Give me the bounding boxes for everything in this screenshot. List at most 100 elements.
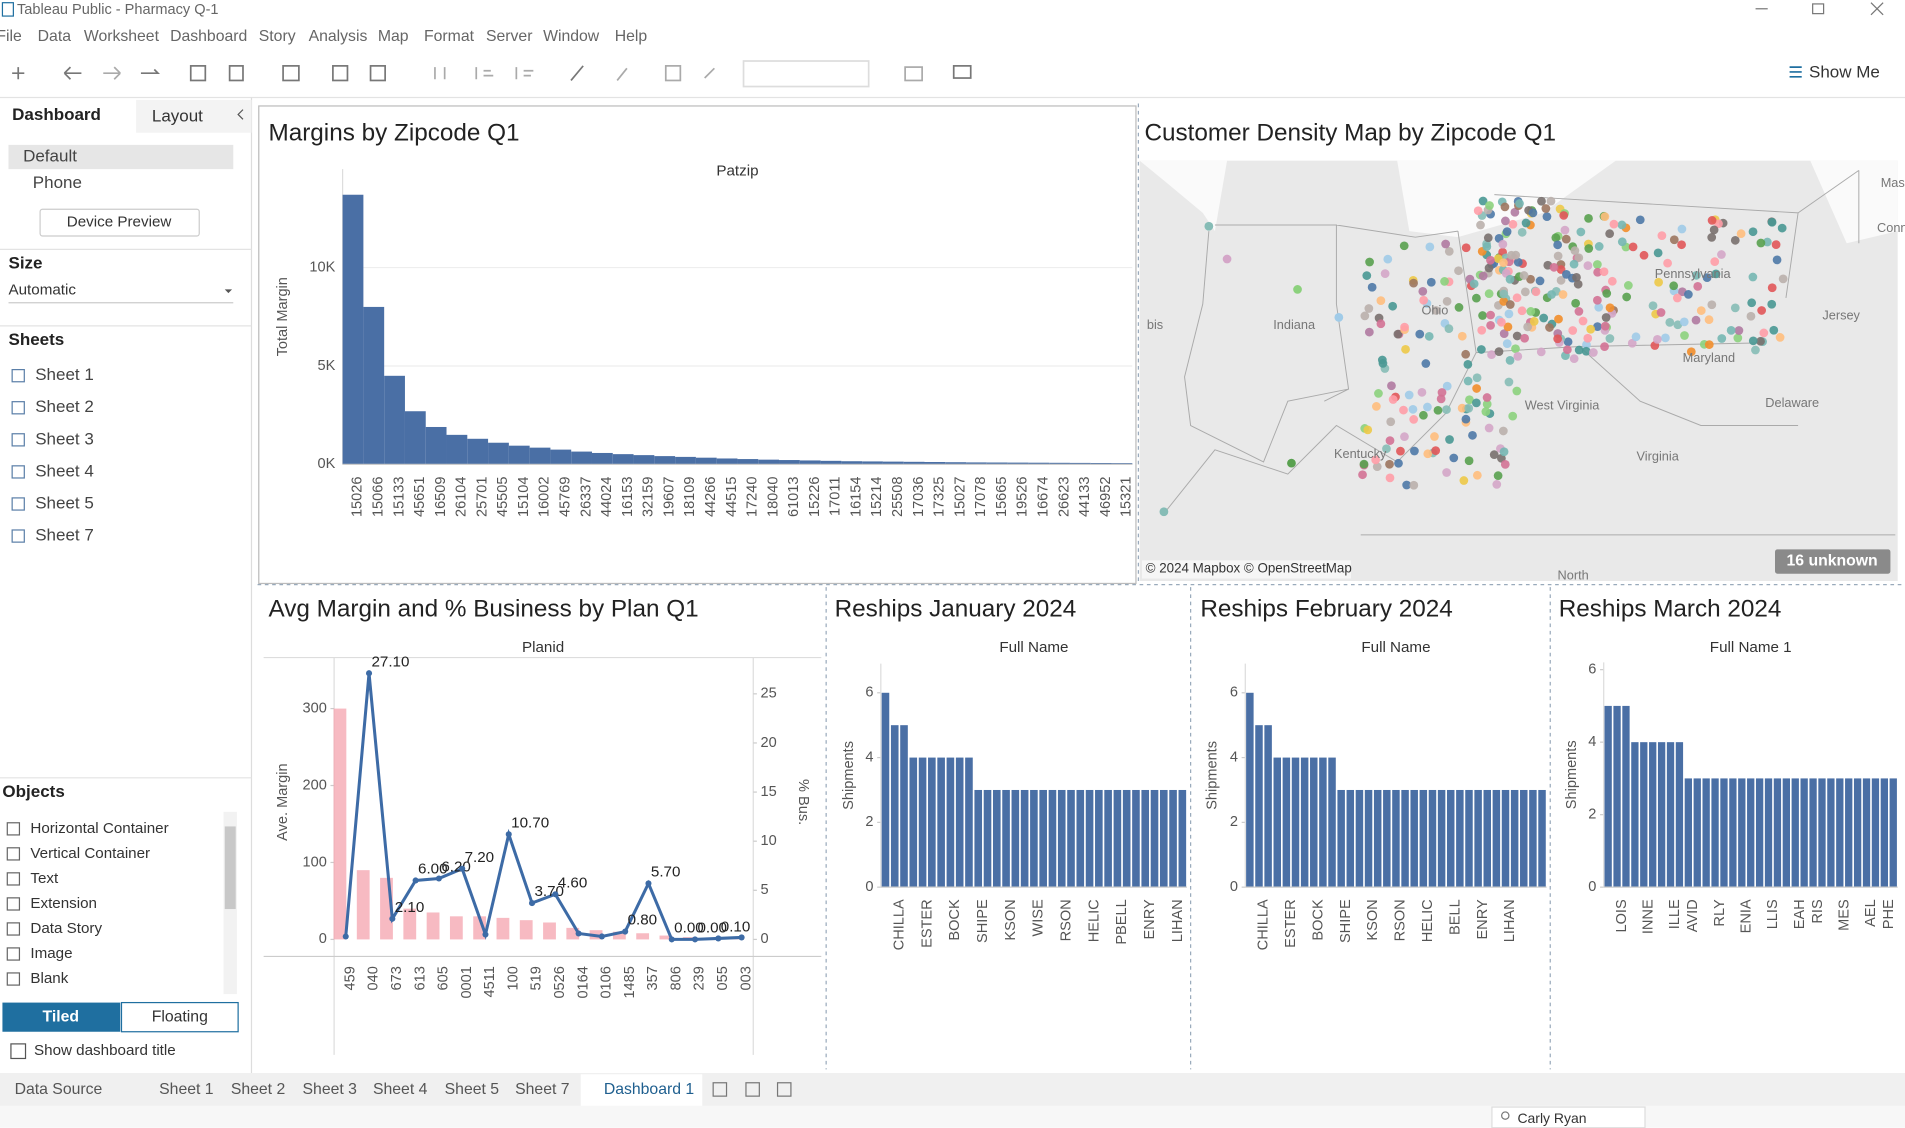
menu-item[interactable]: Server	[486, 28, 532, 45]
bar	[986, 462, 1008, 465]
highlight[interactable]	[570, 65, 584, 82]
menu-item[interactable]: Analysis	[309, 28, 368, 45]
size-dropdown[interactable]	[224, 289, 233, 294]
object-item[interactable]: Blank	[30, 970, 68, 987]
floating-button[interactable]	[120, 1001, 239, 1033]
sheet-item[interactable]: Sheet 3	[35, 429, 94, 448]
save[interactable]	[189, 65, 207, 82]
sheet-tab[interactable]: Sheet 4	[373, 1081, 428, 1098]
tiled-label[interactable]: Tiled	[42, 1008, 79, 1025]
x-tick-label: 17078	[973, 477, 989, 518]
show-title-label[interactable]: Show dashboard title	[34, 1042, 176, 1059]
new-dashboard-tab[interactable]	[745, 1082, 760, 1097]
sort-desc[interactable]	[515, 67, 534, 80]
collapse-arrow[interactable]	[237, 109, 244, 120]
device[interactable]: Phone	[33, 173, 82, 192]
new-sheet[interactable]	[282, 65, 300, 82]
labels[interactable]	[664, 65, 682, 82]
new-data[interactable]	[228, 65, 244, 82]
duplicate[interactable]	[332, 65, 349, 82]
y2-tick-label: 25	[761, 686, 777, 702]
device[interactable]: Default	[23, 146, 77, 165]
x-tick-label: MES	[1837, 899, 1853, 931]
menu-item[interactable]: Window	[543, 28, 600, 45]
customer-dot	[1563, 337, 1573, 347]
swap[interactable]	[434, 67, 446, 80]
floating-label[interactable]: Floating	[152, 1008, 208, 1025]
value-label: 5.70	[651, 864, 681, 881]
sort-asc[interactable]	[475, 67, 494, 80]
x-tick-label: 15133	[391, 477, 407, 518]
chart-title: Margins by Zipcode Q1	[268, 119, 519, 146]
replay[interactable]	[140, 68, 160, 75]
bar	[1465, 789, 1473, 888]
menu-item[interactable]: Map	[378, 28, 409, 45]
presentation[interactable]	[952, 65, 972, 79]
scroll-thumb[interactable]	[224, 826, 236, 910]
undo[interactable]	[63, 66, 82, 80]
y-tick-label: 200	[303, 777, 327, 793]
sheet-tab[interactable]: Sheet 5	[445, 1081, 500, 1098]
object-item[interactable]: Vertical Container	[30, 845, 150, 862]
bar	[1501, 789, 1510, 888]
sheet-tab[interactable]: Sheet 2	[231, 1081, 285, 1098]
customer-dot	[1423, 402, 1432, 412]
sheet-tab[interactable]: Sheet 3	[303, 1081, 358, 1098]
sheet-item[interactable]: Sheet 1	[35, 365, 94, 384]
customer-dot	[1593, 322, 1602, 331]
maximize[interactable]	[1812, 3, 1825, 15]
group[interactable]	[616, 67, 628, 81]
show-me[interactable]: Show Me	[1809, 63, 1880, 82]
menu-item[interactable]: Story	[259, 28, 296, 45]
customer-dot	[1380, 269, 1390, 279]
line-point	[598, 933, 605, 940]
layout-tab[interactable]: Layout	[152, 106, 203, 125]
x-tick-label: RSON	[1058, 899, 1074, 941]
size-value[interactable]: Automatic	[9, 282, 77, 299]
object-item[interactable]: Extension	[30, 895, 97, 912]
bar	[974, 789, 983, 888]
object-item[interactable]: Image	[30, 945, 72, 962]
customer-dot	[1430, 432, 1439, 441]
sheet-tab[interactable]: Sheet 1	[159, 1081, 213, 1098]
close[interactable]	[1870, 2, 1884, 16]
sheet-tab[interactable]: Dashboard 1	[604, 1081, 694, 1098]
unknown-count[interactable]: 16 unknown	[1787, 553, 1878, 570]
bar	[1755, 778, 1764, 888]
bar	[659, 935, 673, 940]
redo[interactable]	[103, 66, 121, 80]
chart-title: Reships January 2024	[835, 596, 1077, 623]
menu-item[interactable]: Format	[424, 28, 475, 45]
show-cards[interactable]	[904, 66, 923, 82]
logo[interactable]	[12, 67, 25, 80]
sheet-item[interactable]: Sheet 7	[35, 526, 94, 545]
customer-dot	[1424, 331, 1434, 341]
menu-item[interactable]: Data	[38, 28, 72, 45]
sheet-item[interactable]: Sheet 5	[35, 493, 94, 512]
tiled-button[interactable]	[2, 1002, 121, 1032]
user-name[interactable]: Carly Ryan	[1517, 1110, 1586, 1126]
sheet-tab[interactable]: Sheet 7	[515, 1081, 569, 1098]
menu-item[interactable]: Dashboard	[170, 28, 247, 45]
unknown-badge[interactable]	[1775, 549, 1891, 574]
sheet-item[interactable]: Sheet 2	[35, 397, 94, 416]
customer-dot	[1521, 218, 1531, 228]
object-item[interactable]: Horizontal Container	[30, 820, 168, 837]
menu-item[interactable]: Help	[615, 28, 648, 45]
sheet-item[interactable]: Sheet 4	[35, 461, 94, 480]
pin[interactable]	[704, 67, 715, 79]
show-title-checkbox[interactable]	[10, 1043, 27, 1060]
device-preview[interactable]: Device Preview	[67, 214, 172, 231]
new-story-tab[interactable]	[776, 1082, 792, 1097]
device-preview-button[interactable]	[39, 208, 200, 237]
dashboard-tab[interactable]: Dashboard	[12, 105, 101, 124]
sheet-tab[interactable]: Data Source	[15, 1081, 103, 1098]
new-sheet-tab[interactable]	[712, 1082, 728, 1097]
fit-dropdown[interactable]	[742, 60, 870, 88]
object-item[interactable]: Text	[30, 870, 59, 887]
object-item[interactable]: Data Story	[30, 920, 102, 937]
x-tick-label: 17036	[911, 477, 927, 518]
clear[interactable]	[369, 65, 386, 82]
menu-item[interactable]: File	[0, 28, 22, 45]
menu-item[interactable]: Worksheet	[84, 28, 160, 45]
